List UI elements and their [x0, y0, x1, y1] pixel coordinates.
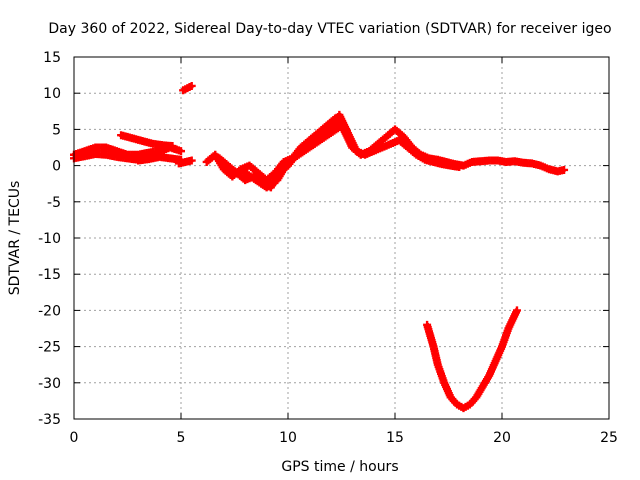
axis-ticks: 0 5 10 15 20 25 15 10 5 0 -5 -10 -15 -20 -25 -30 -35: [38, 50, 618, 446]
x-tick-label: 0: [70, 430, 79, 446]
x-axis-label: GPS time / hours: [281, 459, 398, 475]
x-tick-label: 25: [600, 430, 618, 446]
x-tick-label: 15: [386, 430, 404, 446]
y-tick-label: 5: [52, 122, 61, 138]
data-point: [348, 139, 357, 148]
y-tick-label: -15: [38, 267, 61, 283]
y-tick-label: 15: [43, 50, 61, 66]
data-point: [177, 147, 185, 156]
y-tick-label: -20: [38, 303, 61, 319]
data-points: [70, 81, 569, 413]
y-tick-label: -5: [47, 195, 61, 211]
grid-lines: [74, 57, 609, 419]
data-point: [560, 165, 569, 174]
x-tick-label: 5: [177, 430, 186, 446]
data-point: [455, 163, 464, 172]
x-tick-label: 10: [279, 430, 297, 446]
y-tick-label: -10: [38, 231, 61, 247]
data-point: [168, 142, 177, 151]
x-tick-label: 20: [493, 430, 511, 446]
chart-title: Day 360 of 2022, Sidereal Day-to-day VTE…: [48, 21, 611, 37]
y-tick-label: -30: [38, 376, 61, 392]
y-axis-label: SDTVAR / TECUs: [7, 181, 23, 296]
y-tick-label: 0: [52, 159, 61, 175]
y-tick-label: -35: [38, 412, 61, 428]
y-tick-label: 10: [43, 86, 61, 102]
y-tick-label: -25: [38, 340, 61, 356]
data-point: [187, 156, 196, 165]
plot-frame: [73, 56, 610, 420]
data-point: [187, 81, 196, 90]
data-point: [512, 306, 521, 315]
